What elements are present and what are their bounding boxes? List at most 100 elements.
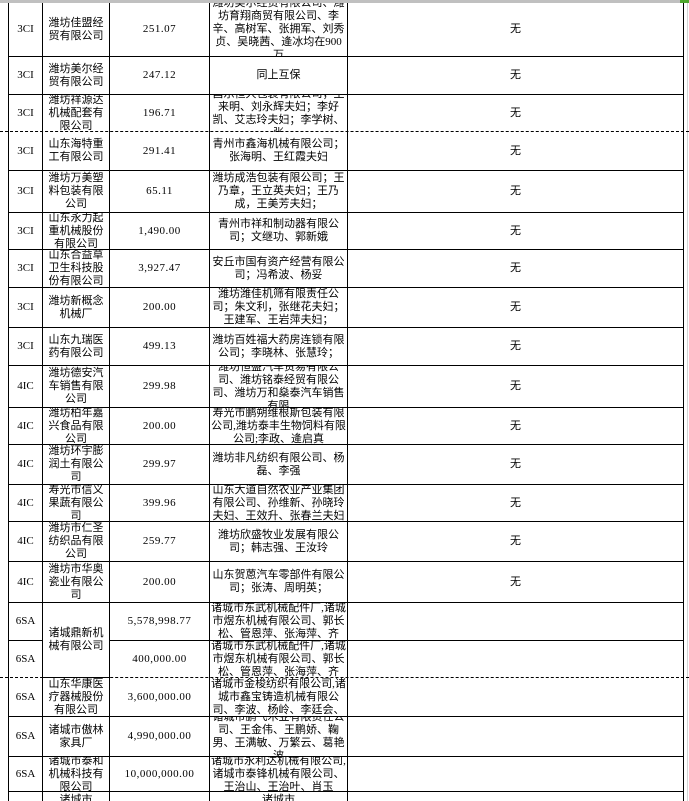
company-cell[interactable]: 潍坊德安汽车销售有限公司 (43, 366, 110, 408)
other-cell[interactable]: 无 (348, 95, 684, 132)
amount-cell[interactable]: 5,578,998.77 (110, 603, 210, 641)
amount-cell[interactable]: 299.98 (110, 366, 210, 408)
other-cell[interactable] (348, 717, 684, 757)
company-cell[interactable]: 潍坊美尔经贸有限公司 (43, 57, 110, 95)
other-cell[interactable]: 无 (348, 288, 684, 328)
code-cell[interactable]: 3CI (8, 57, 43, 95)
code-cell[interactable]: 4IC (8, 522, 43, 562)
guarantors-cell[interactable]: 山东贺蒽汽车零部件有限公司；张涛、周明英； (210, 562, 348, 603)
company-cell[interactable]: 山东九瑞医药有限公司 (43, 328, 110, 366)
guarantors-cell[interactable]: 诸城市永利达机械有限公司,诸城市泰锋机械有限公司、王治山、王治叶、肖玉 (210, 757, 348, 792)
other-cell[interactable] (348, 603, 684, 641)
company-cell[interactable]: 潍坊市华奥瓷业有限公司 (43, 562, 110, 603)
code-cell[interactable]: 3CI (8, 171, 43, 213)
code-cell[interactable]: 3CI (8, 132, 43, 171)
other-cell[interactable]: 无 (348, 57, 684, 95)
code-cell[interactable]: 3CI (8, 213, 43, 250)
code-cell[interactable]: 6SA (8, 641, 43, 678)
code-cell[interactable]: 6SA (8, 603, 43, 641)
amount-cell[interactable]: 10,000,000.00 (110, 757, 210, 792)
code-cell[interactable]: 3CI (8, 3, 43, 57)
company-cell[interactable]: 潍坊新概念机械厂 (43, 288, 110, 328)
amount-cell[interactable]: 299.97 (110, 445, 210, 485)
guarantors-cell[interactable]: 诸城市东武机械配件厂,诸城市煜东机械有限公司、郭长松、管恩萍、张海萍、齐 (210, 641, 348, 678)
code-cell[interactable]: 3CI (8, 288, 43, 328)
other-cell[interactable] (348, 678, 684, 717)
company-cell[interactable]: 山东永力起重机械股份有限公司 (43, 213, 110, 250)
guarantors-cell[interactable]: 青州市鑫海机械有限公司；张海明、王红霞夫妇 (210, 132, 348, 171)
company-cell[interactable]: 潍坊环宇膨润土有限公司 (43, 445, 110, 485)
company-cell[interactable]: 潍坊柏年嘉兴食品有限公司 (43, 408, 110, 445)
code-cell[interactable]: 4IC (8, 485, 43, 522)
amount-cell[interactable]: 499.13 (110, 328, 210, 366)
other-cell[interactable]: 无 (348, 328, 684, 366)
code-cell[interactable]: 6SA (8, 717, 43, 757)
amount-cell[interactable]: 65.11 (110, 171, 210, 213)
amount-cell[interactable]: 399.96 (110, 485, 210, 522)
company-cell[interactable]: 潍坊佳盟经贸有限公司 (43, 3, 110, 57)
other-cell[interactable]: 无 (348, 132, 684, 171)
company-cell[interactable]: 山东华康医疗器械股份有限公司 (43, 678, 110, 717)
guarantors-cell[interactable]: 青州市祥和制动器有限公司；文继功、郭新娥 (210, 213, 348, 250)
guarantors-cell[interactable]: 潍坊百姓福大药房连锁有限公司；李晓林、张慧玲； (210, 328, 348, 366)
code-cell[interactable]: 3CI (8, 328, 43, 366)
amount-cell[interactable]: 400,000.00 (110, 641, 210, 678)
amount-cell[interactable]: 247.12 (110, 57, 210, 95)
company-cell[interactable]: 潍坊市仁圣纺织品有限公司 (43, 522, 110, 562)
guarantors-cell[interactable]: 潍坊恒盛汽车贸易有限公司、潍坊铭泰经贸有限公司、潍坊万和燊泰汽车销售有限 (210, 366, 348, 408)
other-cell[interactable]: 无 (348, 485, 684, 522)
company-cell[interactable]: 山东合益草卫生科技股份有限公司 (43, 250, 110, 288)
guarantors-cell[interactable]: 昌乐恒大包装有限公司；王来明、刘永辉夫妇；李好凯、艾志玲夫妇；李学树、张 (210, 95, 348, 132)
code-cell[interactable]: 3CI (8, 250, 43, 288)
code-cell[interactable] (8, 792, 43, 801)
code-cell[interactable]: 6SA (8, 757, 43, 792)
code-cell[interactable]: 6SA (8, 678, 43, 717)
guarantors-cell[interactable]: 安丘市国有资产经营有限公司；冯希波、杨妥 (210, 250, 348, 288)
code-cell[interactable]: 4IC (8, 366, 43, 408)
other-cell[interactable]: 无 (348, 522, 684, 562)
other-cell[interactable] (348, 792, 684, 801)
amount-cell[interactable] (110, 792, 210, 801)
guarantors-cell[interactable]: 潍坊欣盛牧业发展有限公司；韩志强、王汝玲 (210, 522, 348, 562)
other-cell[interactable]: 无 (348, 445, 684, 485)
amount-cell[interactable]: 251.07 (110, 3, 210, 57)
guarantors-cell[interactable]: 诸城市鹏飞木业有限责任公司、王金伟、王鹏娇、鞠男、王满敏、万繁云、葛艳波 (210, 717, 348, 757)
company-cell[interactable]: 山东海特重工有限公司 (43, 132, 110, 171)
other-cell[interactable]: 无 (348, 408, 684, 445)
code-cell[interactable]: 4IC (8, 562, 43, 603)
amount-cell[interactable]: 200.00 (110, 288, 210, 328)
amount-cell[interactable]: 1,490.00 (110, 213, 210, 250)
guarantors-cell[interactable]: 同上互保 (210, 57, 348, 95)
code-cell[interactable]: 3CI (8, 95, 43, 132)
other-cell[interactable] (348, 641, 684, 678)
amount-cell[interactable]: 259.77 (110, 522, 210, 562)
guarantors-cell[interactable]: 诸城市东武机械配件厂,诸城市煜东机械有限公司、郭长松、管恩萍、张海萍、齐 (210, 603, 348, 641)
other-cell[interactable]: 无 (348, 366, 684, 408)
guarantors-cell[interactable]: 诸城市 (210, 792, 348, 801)
company-cell[interactable]: 诸城市泰和机械科技有限公司 (43, 757, 110, 792)
other-cell[interactable]: 无 (348, 213, 684, 250)
guarantors-cell[interactable]: 潍坊非凡纺织有限公司、杨磊、李强 (210, 445, 348, 485)
company-cell[interactable]: 诸城市傲林家具厂 (43, 717, 110, 757)
other-cell[interactable]: 无 (348, 3, 684, 57)
other-cell[interactable]: 无 (348, 250, 684, 288)
amount-cell[interactable]: 200.00 (110, 408, 210, 445)
company-cell[interactable]: 潍坊万美塑料包装有限公司 (43, 171, 110, 213)
other-cell[interactable]: 无 (348, 171, 684, 213)
code-cell[interactable]: 4IC (8, 445, 43, 485)
company-cell[interactable]: 寿光市信义果蔬有限公司 (43, 485, 110, 522)
guarantors-cell[interactable]: 潍坊潍佳机筛有限责任公司；朱文利，张继花夫妇；王建军、王岩萍夫妇； (210, 288, 348, 328)
amount-cell[interactable]: 4,990,000.00 (110, 717, 210, 757)
company-cell[interactable]: 诸城市 (43, 792, 110, 801)
guarantors-cell[interactable]: 潍坊成浩包装有限公司；王乃章，王立英夫妇；王乃成，王美芳夫妇； (210, 171, 348, 213)
guarantors-cell[interactable]: 山东大道自然农业产业集团有限公司、孙维新、孙晓玲夫妇、王效升、张春兰夫妇 (210, 485, 348, 522)
guarantors-cell[interactable]: 诸城市金梭纺织有限公司,诸城市鑫宝铸造机械有限公司、李波、杨岭、李廷会、 (210, 678, 348, 717)
amount-cell[interactable]: 291.41 (110, 132, 210, 171)
guarantors-cell[interactable]: 寿光市鹏朔维根斯包装有限公司,潍坊泰丰生物饲料有限公司;李政、逄启真 (210, 408, 348, 445)
amount-cell[interactable]: 3,927.47 (110, 250, 210, 288)
amount-cell[interactable]: 3,600,000.00 (110, 678, 210, 717)
code-cell[interactable]: 4IC (8, 408, 43, 445)
amount-cell[interactable]: 200.00 (110, 562, 210, 603)
company-cell[interactable]: 潍坊祥源达机械配套有限公司 (43, 95, 110, 132)
guarantors-cell[interactable]: 潍坊美尔经贸有限公司、潍坊育翔商贸有限公司、李辛、高树军、张拥军、刘秀贞、吴晓茜… (210, 3, 348, 57)
